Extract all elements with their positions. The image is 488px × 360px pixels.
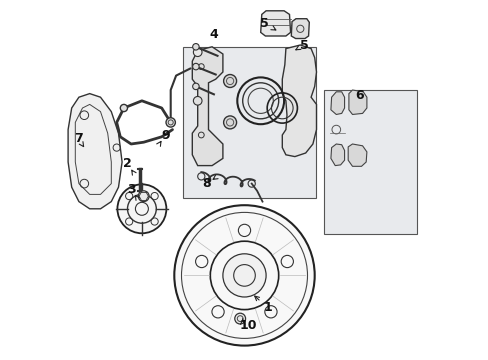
Polygon shape [68,94,122,209]
Bar [183,47,316,198]
Text: 8: 8 [202,177,211,190]
Polygon shape [330,92,344,114]
Bar [323,90,416,234]
Circle shape [174,205,314,346]
Polygon shape [192,47,223,166]
Text: 1: 1 [263,301,272,314]
Circle shape [192,44,199,50]
Circle shape [193,48,202,57]
Circle shape [234,313,245,324]
Text: 9: 9 [161,129,169,141]
Polygon shape [330,144,344,166]
Circle shape [192,83,199,90]
Circle shape [120,104,127,112]
Polygon shape [260,11,290,36]
Text: 7: 7 [74,132,82,145]
Circle shape [117,184,166,233]
Text: 6: 6 [355,89,363,102]
Text: 3: 3 [126,183,135,195]
Circle shape [192,63,199,70]
Polygon shape [348,90,366,114]
Circle shape [223,254,265,297]
Polygon shape [347,144,366,166]
Text: 4: 4 [209,28,218,41]
Circle shape [223,75,236,87]
Circle shape [166,118,175,127]
Polygon shape [282,45,316,157]
Text: 2: 2 [123,157,132,170]
Text: 10: 10 [239,319,256,332]
Circle shape [193,96,202,105]
Text: 5: 5 [260,17,268,30]
Circle shape [138,191,149,202]
Text: 5: 5 [299,39,307,51]
Circle shape [223,116,236,129]
Polygon shape [291,19,309,39]
